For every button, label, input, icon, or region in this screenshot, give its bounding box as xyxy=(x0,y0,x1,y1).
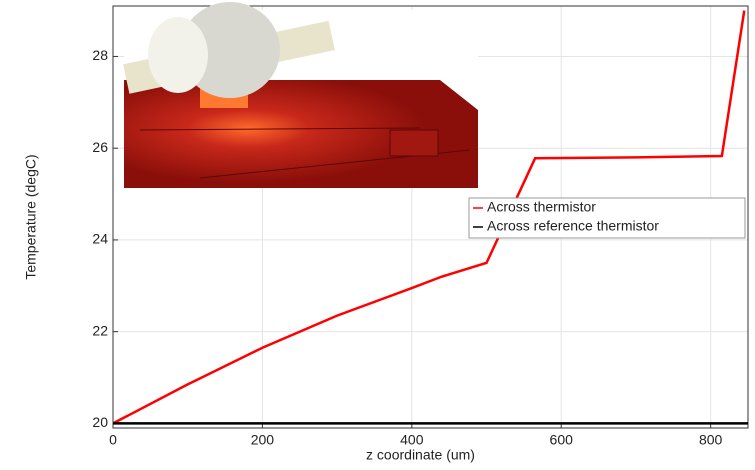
x-tick-label: 200 xyxy=(251,432,275,448)
y-tick-label: 20 xyxy=(92,414,108,430)
x-tick-label: 0 xyxy=(109,432,117,448)
y-tick-label: 28 xyxy=(92,47,108,63)
page: {"chart_data": {"type": "line", "x_label… xyxy=(0,0,755,470)
y-tick-label: 26 xyxy=(92,139,108,155)
x-tick-label: 600 xyxy=(550,432,574,448)
y-axis-label: Temperature (degC) xyxy=(23,154,39,279)
inset-component xyxy=(390,130,438,156)
x-tick-label: 400 xyxy=(400,432,424,448)
legend-label: Across reference thermistor xyxy=(487,218,659,234)
legend-label: Across thermistor xyxy=(487,199,596,215)
inset-image xyxy=(123,2,478,188)
x-axis-label: z coordinate (um) xyxy=(366,447,475,463)
y-tick-label: 24 xyxy=(92,231,108,247)
chart: 0 200 400 600 800 20 22 24 26 28 z coordinate (um)… xyxy=(0,0,755,465)
inset-cylinder-face xyxy=(148,17,208,93)
y-tick-label: 22 xyxy=(92,322,108,338)
x-tick-label: 800 xyxy=(699,432,723,448)
